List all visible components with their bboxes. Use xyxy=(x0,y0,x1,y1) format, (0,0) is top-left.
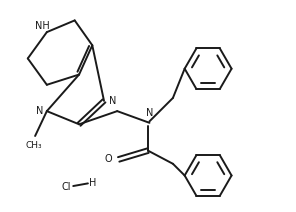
Text: O: O xyxy=(104,154,112,164)
Text: N: N xyxy=(36,106,43,116)
Text: H: H xyxy=(89,178,96,188)
Text: CH₃: CH₃ xyxy=(25,141,42,150)
Text: N: N xyxy=(146,108,153,119)
Text: NH: NH xyxy=(35,21,50,31)
Text: N: N xyxy=(109,96,117,106)
Text: Cl: Cl xyxy=(61,182,71,192)
